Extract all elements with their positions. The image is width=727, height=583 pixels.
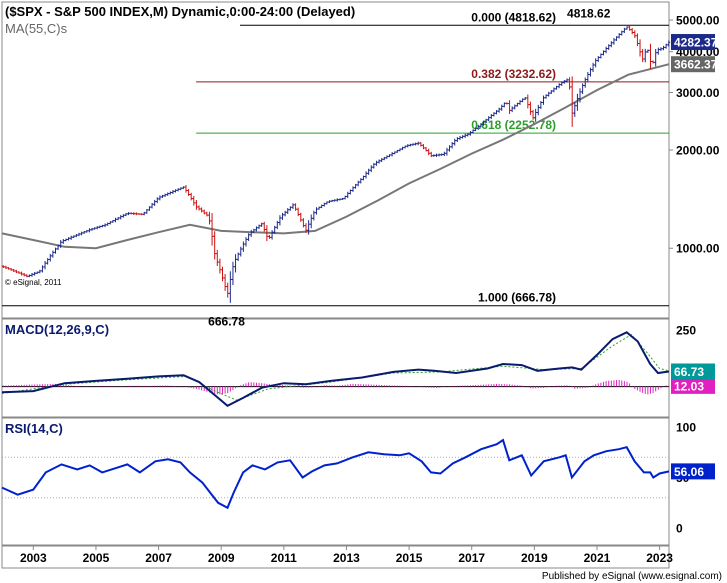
fib-label-3: 1.000 (666.78) [478,291,556,305]
year-tick-label-9: 2021 [584,551,611,565]
last-ma-badge-bg [671,56,715,73]
published-by: Published by eSignal (www.esignal.com) [542,571,722,582]
year-tick-label-3: 2009 [208,551,235,565]
annotation-1: 666.78 [208,315,245,329]
price-tick-label-0: 5000.00 [676,14,720,28]
year-tick-label-6: 2015 [396,551,423,565]
year-tick-label-0: 2003 [20,551,47,565]
price-tick-label-2: 3000.00 [676,86,720,100]
macd-tick-label-0: 250 [676,324,696,338]
rsi-panel-frame [1,417,670,546]
price-layer: 0.000 (4818.62) 0.382 (3232.62) 0.618 (225… [1,6,671,329]
axis-layer: 5000.004000.003000.002000.001000.004282.… [20,14,720,565]
macd-label: MACD(12,26,9,C) [5,322,109,337]
rsi-value-badge-bg [671,463,715,480]
ohlc-bar [667,40,671,47]
price-tick-label-3: 2000.00 [676,143,720,157]
year-tick-label-4: 2011 [271,551,297,565]
rsi-value-badge: 56.06 [674,465,704,479]
rsi-tick-label-2: 0 [676,522,683,536]
copyright: © eSignal, 2011 [5,278,62,287]
ma-label: MA(55,C)s [5,21,68,36]
price-tick-label-4: 1000.00 [676,242,720,256]
year-tick-label-5: 2013 [333,551,360,565]
macd-hist-badge: 12.03 [674,379,704,393]
last-price-badge-bg [671,34,715,51]
rsi-label: RSI(14,C) [5,421,63,436]
last-price-badge: 4282.37 [674,36,718,50]
chart-title: ($SPX - S&P 500 INDEX,M) Dynamic,0:00-24… [5,4,355,19]
year-tick-label-1: 2005 [83,551,110,565]
price-panel-frame [1,1,670,319]
fib-label-0: 0.000 (4818.62) [471,10,556,24]
rsi-tick-label-0: 100 [676,421,696,435]
ma-55-line [1,63,670,250]
last-ma-badge: 3662.37 [674,58,718,72]
macd-hist-badge-bg [671,377,715,394]
year-tick-label-7: 2017 [458,551,485,565]
macd-value-badge-bg [671,363,715,380]
fib-label-2: 0.618 (2252.78) [471,118,556,132]
annotation-0: 4818.62 [567,6,611,20]
rsi-line [1,438,670,510]
year-tick-label-10: 2023 [646,551,673,565]
macd-value-badge: 66.73 [674,365,704,379]
rsi-layer [1,438,670,510]
macd-layer [1,331,670,407]
macd-line [1,331,670,407]
fib-label-1: 0.382 (3232.62) [471,67,556,81]
year-tick-label-2: 2007 [145,551,172,565]
year-tick-label-8: 2019 [521,551,548,565]
